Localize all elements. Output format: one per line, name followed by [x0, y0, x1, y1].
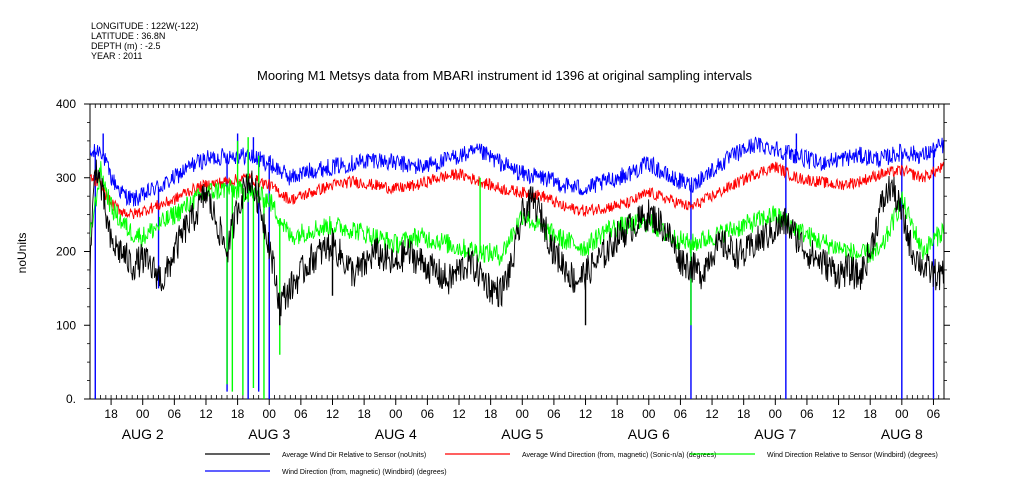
x-tick-label: 12 [579, 407, 593, 421]
series-line [90, 161, 944, 267]
x-tick-label: 06 [294, 407, 308, 421]
x-tick-label: 12 [199, 407, 213, 421]
x-date-label: AUG 3 [248, 426, 290, 442]
y-tick-label: 300 [56, 171, 76, 185]
legend-label: Wind Direction Relative to Sensor (Windb… [767, 452, 938, 459]
metadata-block: LONGITUDE : 122W(-122) LATITUDE : 36.8N … [91, 21, 199, 61]
legend-label: Wind Direction (from, magnetic) (Windbir… [282, 469, 447, 476]
series-line [90, 136, 944, 207]
x-tick-label: 00 [136, 407, 150, 421]
legend-label: Average Wind Direction (from, magnetic) … [522, 452, 716, 459]
x-tick-label: 18 [484, 407, 498, 421]
x-tick-label: 06 [168, 407, 182, 421]
y-tick-label: 200 [56, 245, 76, 259]
meta-depth: DEPTH (m) : -2.5 [91, 41, 161, 51]
x-tick-label: 00 [642, 407, 656, 421]
x-tick-label: 12 [326, 407, 340, 421]
x-date-label: AUG 5 [501, 426, 543, 442]
meta-longitude: LONGITUDE : 122W(-122) [91, 21, 199, 31]
x-tick-label: 12 [452, 407, 466, 421]
x-tick-label: 18 [231, 407, 245, 421]
x-tick-label: 00 [769, 407, 783, 421]
y-tick-label: 100 [56, 318, 76, 332]
x-tick-label: 00 [263, 407, 277, 421]
x-tick-label: 12 [705, 407, 719, 421]
x-tick-label: 00 [389, 407, 403, 421]
series-line [90, 161, 944, 219]
x-tick-label: 18 [864, 407, 878, 421]
x-tick-label: 12 [832, 407, 846, 421]
x-tick-label: 06 [674, 407, 688, 421]
x-tick-label: 18 [357, 407, 371, 421]
x-date-label: AUG 2 [122, 426, 164, 442]
x-tick-label: 06 [547, 407, 561, 421]
x-date-label: AUG 8 [881, 426, 923, 442]
x-tick-label: 18 [610, 407, 624, 421]
x-tick-label: 00 [895, 407, 909, 421]
series-line [90, 159, 944, 317]
y-tick-label: 0. [66, 392, 76, 406]
meta-year: YEAR : 2011 [91, 51, 143, 61]
x-tick-label: 06 [927, 407, 941, 421]
x-date-label: AUG 7 [754, 426, 796, 442]
y-tick-label: 400 [56, 97, 76, 111]
x-date-label: AUG 4 [375, 426, 417, 442]
legend-label: Average Wind Dir Relative to Sensor (noU… [282, 452, 426, 459]
x-tick-label: 00 [516, 407, 530, 421]
x-tick-label: 18 [737, 407, 751, 421]
x-date-label: AUG 6 [628, 426, 670, 442]
chart-title: Mooring M1 Metsys data from MBARI instru… [257, 68, 752, 83]
x-tick-label: 06 [421, 407, 435, 421]
x-tick-label: 06 [800, 407, 814, 421]
x-tick-label: 18 [104, 407, 118, 421]
meta-latitude: LATITUDE : 36.8N [91, 31, 166, 41]
